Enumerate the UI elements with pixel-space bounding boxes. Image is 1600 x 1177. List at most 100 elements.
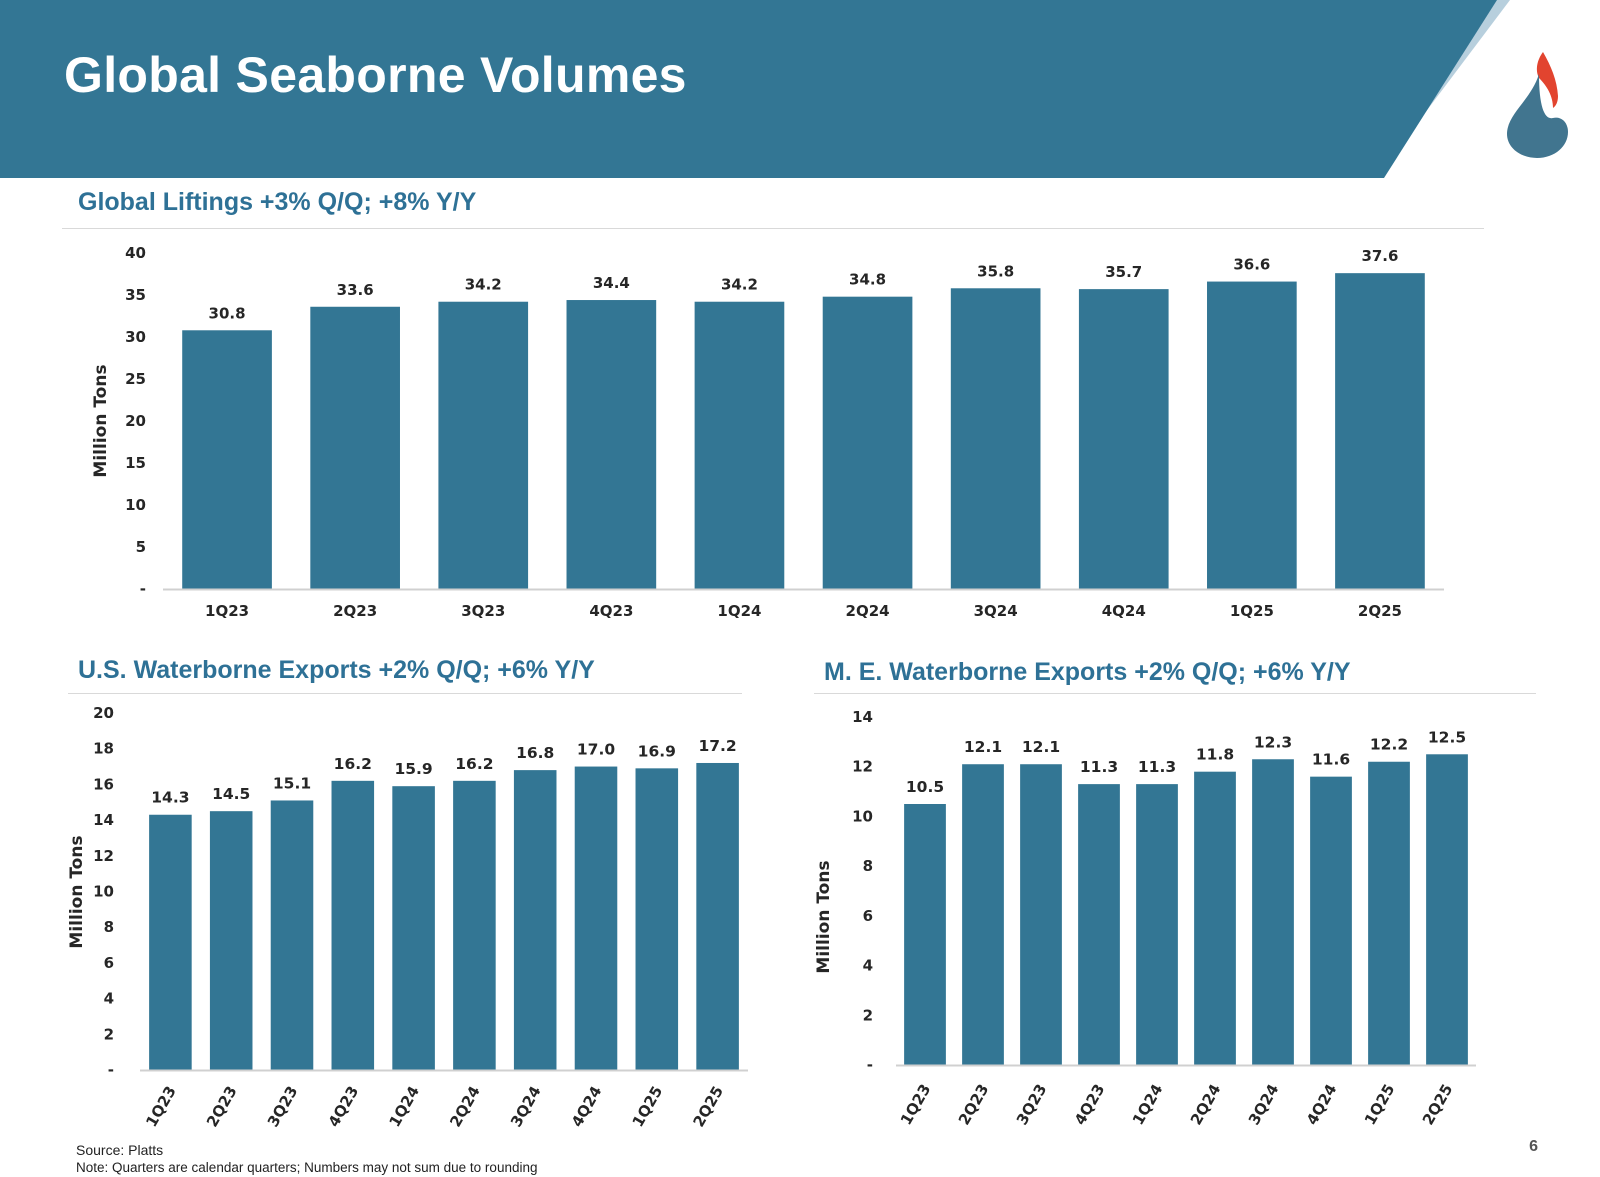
y-axis-label: Million Tons (814, 860, 834, 973)
data-label: 11.3 (1138, 758, 1176, 776)
data-label: 11.6 (1312, 751, 1350, 769)
data-label: 11.8 (1196, 746, 1234, 764)
source-note: Source: Platts (76, 1142, 164, 1158)
data-label: 16.2 (334, 755, 372, 773)
x-tick-label: 4Q24 (1102, 602, 1146, 620)
bar (1078, 784, 1120, 1065)
y-tick-label: - (140, 580, 146, 598)
x-tick-label: 2Q23 (955, 1081, 993, 1128)
bar (574, 766, 618, 1070)
y-tick-label: 16 (93, 775, 114, 793)
x-tick-label: 1Q25 (1230, 602, 1274, 620)
y-tick-label: - (108, 1061, 114, 1079)
bar (1426, 754, 1468, 1065)
x-tick-label: 3Q24 (1245, 1081, 1283, 1128)
title-divider (68, 693, 742, 694)
data-label: 14.5 (212, 785, 250, 803)
bar (1310, 776, 1352, 1065)
x-tick-label: 1Q24 (717, 602, 761, 620)
bar (904, 804, 946, 1065)
bar (1252, 759, 1294, 1065)
bar (1020, 764, 1062, 1065)
x-tick-label: 2Q24 (846, 602, 890, 620)
bar (696, 762, 739, 1070)
data-label: 35.8 (977, 262, 1014, 280)
bar (310, 306, 400, 589)
y-tick-label: 10 (93, 883, 114, 901)
y-tick-label: 4 (863, 957, 873, 975)
data-label: 36.6 (1233, 256, 1270, 274)
y-tick-label: - (867, 1056, 873, 1074)
bar (209, 811, 253, 1070)
bar (392, 786, 435, 1070)
logo-drop (1507, 74, 1568, 158)
x-tick-label: 3Q24 (974, 602, 1018, 620)
bar (331, 780, 375, 1070)
data-label: 15.9 (394, 760, 432, 778)
bar (1335, 273, 1425, 589)
x-tick-label: 1Q25 (1361, 1081, 1399, 1128)
bar (1136, 784, 1178, 1065)
data-label: 16.8 (516, 744, 554, 762)
data-label: 34.4 (593, 274, 630, 292)
y-tick-label: 12 (93, 847, 114, 865)
header-background (0, 0, 1497, 178)
bar (149, 814, 192, 1070)
chart-title-us-exports: U.S. Waterborne Exports +2% Q/Q; +6% Y/Y (78, 656, 595, 684)
x-tick-label: 1Q23 (897, 1081, 935, 1128)
bar (270, 800, 314, 1070)
data-label: 34.8 (849, 271, 886, 289)
data-label: 35.7 (1105, 263, 1142, 281)
y-tick-label: 10 (852, 807, 873, 825)
y-tick-label: 15 (125, 454, 146, 472)
page-number: 6 (1529, 1138, 1538, 1155)
bar (1194, 771, 1236, 1065)
title-divider (814, 693, 1536, 694)
x-tick-label: 2Q25 (1419, 1081, 1457, 1128)
x-tick-label: 2Q24 (1187, 1081, 1225, 1128)
data-label: 34.2 (465, 276, 502, 294)
data-label: 16.9 (638, 742, 676, 760)
bar (694, 301, 785, 589)
y-tick-label: 20 (125, 412, 146, 430)
y-tick-label: 40 (125, 244, 146, 262)
y-tick-label: 18 (93, 740, 114, 758)
chart-title-me-exports: M. E. Waterborne Exports +2% Q/Q; +6% Y/… (824, 658, 1351, 686)
bar (1207, 281, 1297, 589)
y-tick-label: 5 (136, 538, 146, 556)
y-tick-label: 14 (852, 708, 873, 726)
bar (962, 764, 1004, 1065)
footnote: Note: Quarters are calendar quarters; Nu… (76, 1160, 538, 1175)
logo-flame (1536, 52, 1558, 108)
y-tick-label: 12 (852, 758, 873, 776)
y-tick-label: 30 (125, 328, 146, 346)
y-tick-label: 10 (125, 496, 146, 514)
y-tick-label: 4 (104, 990, 114, 1008)
bar (1368, 761, 1410, 1065)
bar (453, 780, 496, 1070)
data-label: 16.2 (455, 755, 493, 773)
bar (822, 296, 913, 589)
x-tick-label: 2Q23 (333, 602, 377, 620)
x-tick-label: 2Q25 (1358, 602, 1402, 620)
y-tick-label: 6 (104, 954, 114, 972)
data-label: 12.1 (964, 738, 1002, 756)
page-title: Global Seaborne Volumes (64, 47, 687, 103)
x-tick-label: 3Q23 (461, 602, 505, 620)
data-label: 11.3 (1080, 758, 1118, 776)
x-tick-label: 4Q23 (589, 602, 633, 620)
bar (1078, 289, 1169, 589)
data-label: 15.1 (273, 774, 311, 792)
title-divider (62, 228, 1484, 229)
y-tick-label: 8 (863, 857, 873, 875)
x-tick-label: 4Q24 (1303, 1081, 1341, 1128)
y-axis-label: Million Tons (67, 835, 87, 948)
y-axis-label: Million Tons (91, 364, 111, 477)
data-label: 14.3 (151, 789, 189, 807)
chart-title-global-liftings: Global Liftings +3% Q/Q; +8% Y/Y (78, 188, 477, 216)
x-tick-label: 3Q23 (1013, 1081, 1051, 1128)
y-tick-label: 25 (125, 370, 146, 388)
data-label: 17.0 (577, 741, 615, 759)
